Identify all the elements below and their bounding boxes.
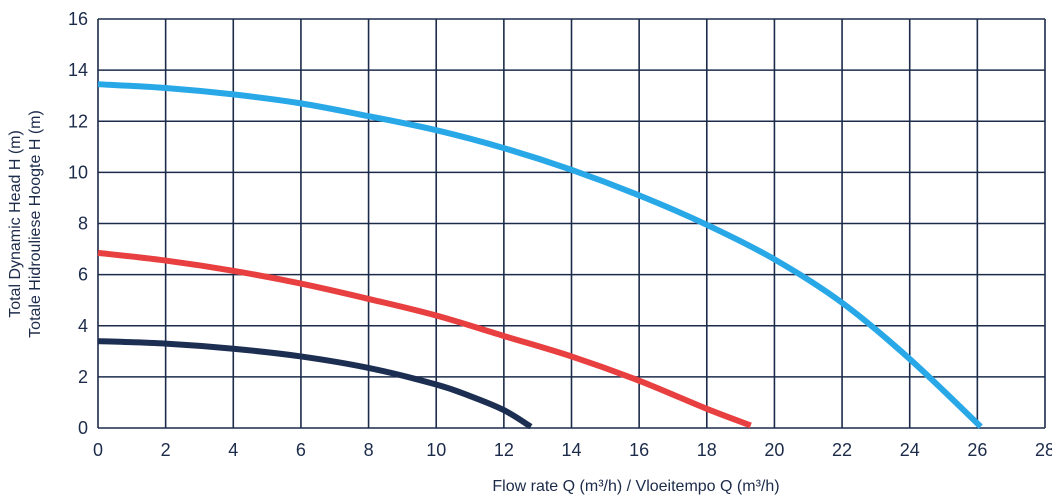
grid [97,18,1046,429]
curves [97,81,983,430]
x-tick-label: 0 [93,440,103,460]
y-tick-label: 2 [78,367,88,387]
x-tick-label: 12 [494,440,514,460]
x-tick-label: 28 [1035,440,1052,460]
x-tick-label: 20 [764,440,784,460]
x-tick-label: 18 [697,440,717,460]
x-tick-label: 4 [228,440,238,460]
x-tick-label: 2 [161,440,171,460]
y-tick-label: 8 [78,214,88,234]
curve-low-head [97,338,533,430]
y-tick-label: 10 [68,162,88,182]
y-tick-label: 4 [78,316,88,336]
x-tick-label: 8 [364,440,374,460]
y-tick-label: 6 [78,265,88,285]
x-tick-label: 22 [832,440,852,460]
curve-mid-head [97,249,752,429]
x-tick-label: 16 [629,440,649,460]
x-axis-label: Flow rate Q (m³/h) / Vloeitempo Q (m³/h) [492,478,779,495]
x-tick-label: 10 [426,440,446,460]
y-tick-label: 0 [78,418,88,438]
x-tick-label: 26 [967,440,987,460]
x-tick-label: 6 [296,440,306,460]
y-axis-label-line-2: Totale Hidrouliese Hoogte H (m) [27,110,44,338]
x-tick-label: 14 [561,440,581,460]
y-tick-label: 16 [68,9,88,29]
y-axis-label-line-1: Total Dynamic Head H (m) [7,130,24,318]
curve-high-head [97,81,983,429]
y-tick-label: 12 [68,111,88,131]
y-tick-label: 14 [68,60,88,80]
x-tick-label: 24 [900,440,920,460]
